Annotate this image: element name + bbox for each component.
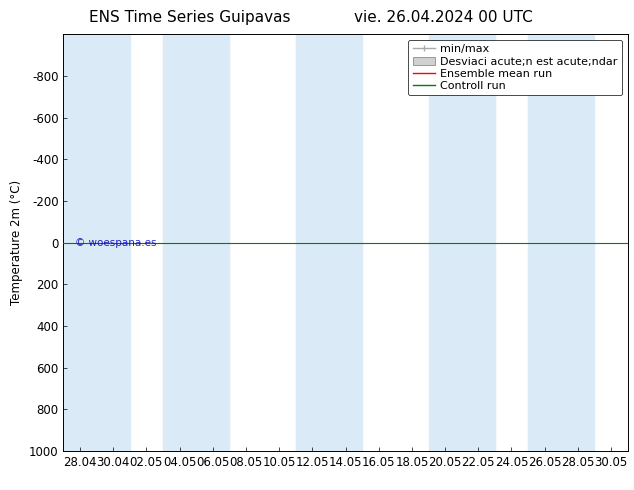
Bar [295, 34, 362, 451]
Bar [528, 34, 595, 451]
Bar [163, 34, 230, 451]
Text: © woespana.es: © woespana.es [75, 238, 156, 247]
Text: vie. 26.04.2024 00 UTC: vie. 26.04.2024 00 UTC [354, 10, 533, 25]
Y-axis label: Temperature 2m (°C): Temperature 2m (°C) [10, 180, 23, 305]
Legend: min/max, Desviaci acute;n est acute;ndar, Ensemble mean run, Controll run: min/max, Desviaci acute;n est acute;ndar… [408, 40, 622, 96]
Bar [429, 34, 495, 451]
Bar [63, 34, 130, 451]
Text: ENS Time Series Guipavas: ENS Time Series Guipavas [89, 10, 291, 25]
